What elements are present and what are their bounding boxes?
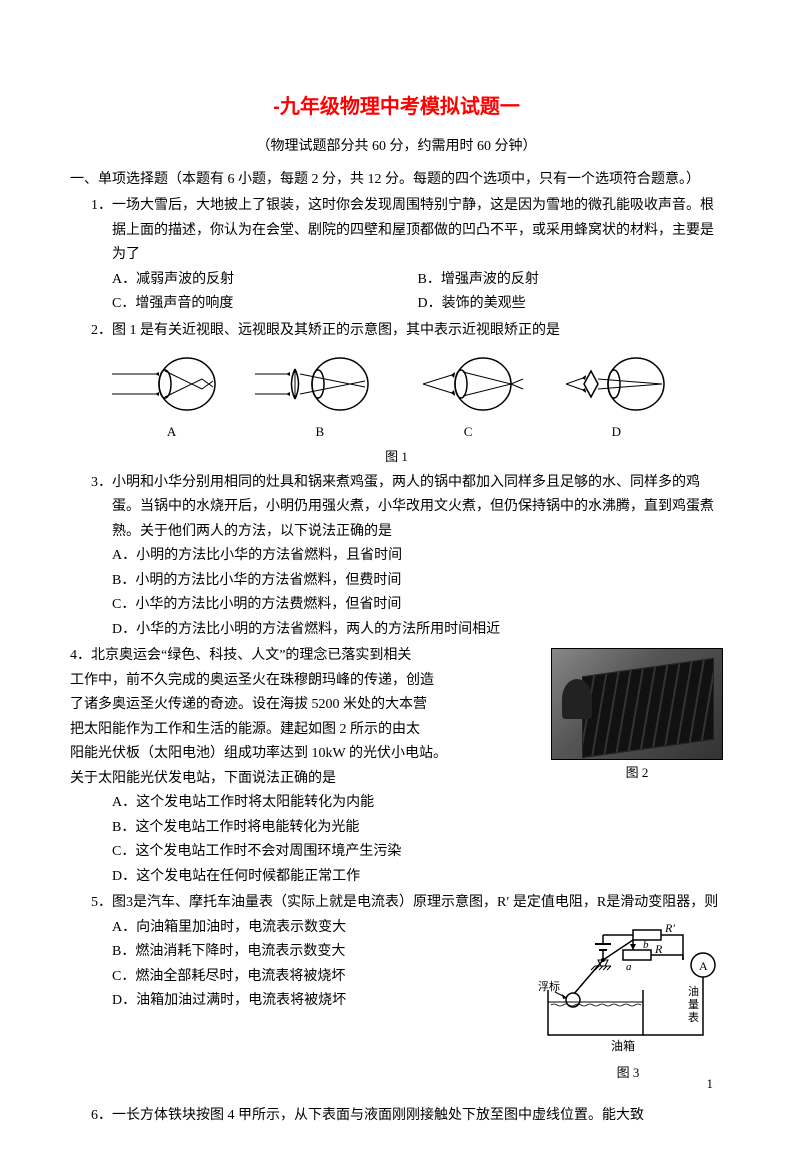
question-4: 图 2 4．北京奥运会“绿色、科技、人文”的理念已落实到相关 工作中，前不久完成… [70, 644, 723, 889]
q6-stem: 6．一长方体铁块按图 4 甲所示，从下表面与液面刚刚接触处下放至图中虚线位置。能… [70, 1104, 723, 1129]
exam-subtitle: （物理试题部分共 60 分，约需用时 60 分钟） [70, 135, 723, 160]
q1-stem: 1．一场大雪后，大地披上了银装，这时你会发现周围特别宁静，这是因为雪地的微孔能吸… [70, 194, 723, 268]
figure-1-a: A [107, 349, 237, 444]
question-2: 2．图 1 是有关近视眼、远视眼及其矫正的示意图，其中表示近视眼矫正的是 A [70, 319, 723, 469]
exam-title: -九年级物理中考模拟试题一 [70, 90, 723, 125]
question-6: 6．一长方体铁块按图 4 甲所示，从下表面与液面刚刚接触处下放至图中虚线位置。能… [70, 1104, 723, 1129]
eye-diagram-a [107, 349, 237, 419]
tank-label: 油箱 [611, 1038, 635, 1053]
page-number: 1 [707, 1076, 714, 1092]
section-1-heading: 一、单项选择题（本题有 6 小题，每题 2 分，共 12 分。每题的四个选项中，… [70, 168, 723, 193]
meter-label-2: 量 [688, 998, 699, 1011]
meter-label-1: 油 [688, 984, 699, 998]
q1-options-2: C．增强声音的响度 D．装饰的美观些 [70, 292, 723, 317]
q4-options: A．这个发电站工作时将太阳能转化为内能 B．这个发电站工作时将电能转化为光能 C… [70, 791, 723, 889]
fig1-label-c: C [403, 421, 533, 444]
q3-options: A．小明的方法比小华的方法省燃料，且省时间 B．小明的方法比小华的方法省燃料，但… [70, 544, 723, 642]
q1-option-b: B．增强声波的反射 [418, 268, 724, 293]
label-r-prime: R′ [664, 921, 675, 935]
fig1-label-b: B [250, 421, 390, 444]
figure-2-caption: 图 2 [551, 762, 723, 785]
label-a: a [626, 961, 632, 973]
figure-1-b: B [250, 349, 390, 444]
q4-option-a: A．这个发电站工作时将太阳能转化为内能 [112, 791, 723, 816]
solar-panel-photo [551, 648, 723, 760]
q3-option-a: A．小明的方法比小华的方法省燃料，且省时间 [112, 544, 723, 569]
eye-diagram-b [250, 349, 390, 419]
q1-option-a: A．减弱声波的反射 [112, 268, 418, 293]
question-5: 5．图3是汽车、摩托车油量表（实际上就是电流表）原理示意图，R′ 是定值电阻，R… [70, 891, 723, 1014]
eye-diagram-d [546, 349, 686, 419]
q3-option-b: B．小明的方法比小华的方法省燃料，但费时间 [112, 569, 723, 594]
eye-diagram-c [403, 349, 533, 419]
fig1-label-a: A [107, 421, 237, 444]
ammeter-label: A [699, 959, 708, 973]
question-3: 3．小明和小华分别用相同的灶具和锅来煮鸡蛋，两人的锅中都加入同样多且足够的水、同… [70, 471, 723, 643]
figure-1-c: C [403, 349, 533, 444]
figure-1-caption: 图 1 [70, 446, 723, 469]
circuit-diagram: R′ A 油 量 表 R a [533, 920, 723, 1060]
q2-stem: 2．图 1 是有关近视眼、远视眼及其矫正的示意图，其中表示近视眼矫正的是 [70, 319, 723, 344]
float-label: 浮标 [538, 979, 560, 993]
figure-1-d: D [546, 349, 686, 444]
label-r: R [654, 942, 663, 956]
label-b: b [643, 939, 649, 951]
q4-option-b: B．这个发电站工作时将电能转化为光能 [112, 816, 723, 841]
figure-1-row: A B [100, 349, 693, 444]
q3-option-c: C．小华的方法比小明的方法费燃料，但省时间 [112, 593, 723, 618]
q4-option-c: C．这个发电站工作时不会对周围环境产生污染 [112, 840, 723, 865]
meter-label-3: 表 [688, 1010, 699, 1024]
q3-stem: 3．小明和小华分别用相同的灶具和锅来煮鸡蛋，两人的锅中都加入同样多且足够的水、同… [70, 471, 723, 545]
q3-option-d: D．小华的方法比小明的方法省燃料，两人的方法所用时间相近 [112, 618, 723, 643]
q4-option-d: D．这个发电站在任何时候都能正常工作 [112, 865, 723, 890]
question-1: 1．一场大雪后，大地披上了银装，这时你会发现周围特别宁静，这是因为雪地的微孔能吸… [70, 194, 723, 317]
q1-option-d: D．装饰的美观些 [418, 292, 724, 317]
q1-option-c: C．增强声音的响度 [112, 292, 418, 317]
page-content: -九年级物理中考模拟试题一 （物理试题部分共 60 分，约需用时 60 分钟） … [0, 0, 793, 1169]
figure-3-wrap: R′ A 油 量 表 R a [533, 920, 723, 1085]
q5-stem: 5．图3是汽车、摩托车油量表（实际上就是电流表）原理示意图，R′ 是定值电阻，R… [70, 891, 723, 916]
fig1-label-d: D [546, 421, 686, 444]
q1-options: A．减弱声波的反射 B．增强声波的反射 [70, 268, 723, 293]
figure-3-caption: 图 3 [533, 1062, 723, 1085]
figure-2-wrap: 图 2 [551, 648, 723, 785]
